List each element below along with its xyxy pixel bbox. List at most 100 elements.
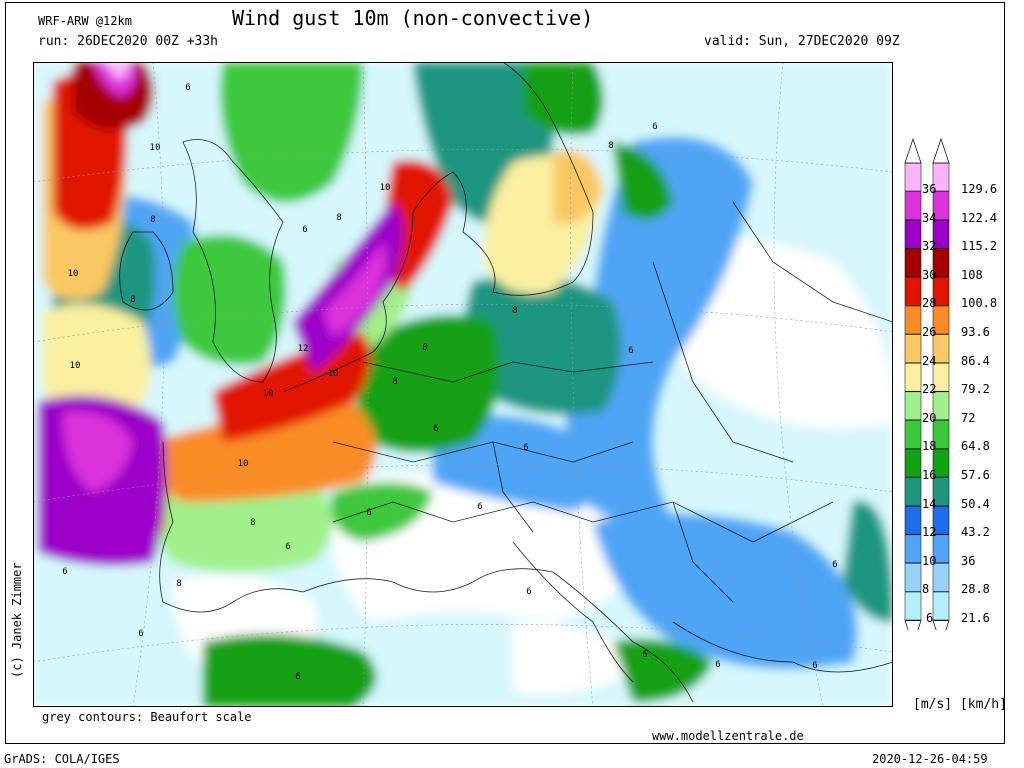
color-swatch <box>932 219 950 249</box>
scale-label-kmh: 36 <box>961 553 976 568</box>
contour-label: 6 <box>477 502 482 512</box>
contour-label: 10 <box>263 389 274 399</box>
color-swatch <box>904 391 922 421</box>
color-swatch <box>932 362 950 392</box>
timestamp-label: 2020-12-26-04:59 <box>872 752 988 766</box>
color-swatch <box>932 248 950 278</box>
contour-label: 6 <box>642 650 647 660</box>
color-swatch <box>904 305 922 335</box>
contour-label: 6 <box>526 587 531 597</box>
scale-label-ms: 20 <box>922 410 937 425</box>
contour-label: 8 <box>130 295 135 305</box>
contour-label: 6 <box>185 83 190 93</box>
color-swatch <box>932 591 950 621</box>
color-swatch <box>904 477 922 506</box>
scale-label-ms: 26 <box>922 325 937 339</box>
color-swatch <box>932 477 950 506</box>
contour-label: 6 <box>523 443 528 453</box>
color-swatch <box>904 191 922 220</box>
color-swatch <box>904 505 922 535</box>
color-swatch <box>904 420 922 449</box>
scale-label-ms: 28 <box>922 296 937 311</box>
contour-label: 6 <box>652 122 657 132</box>
color-swatch <box>904 334 922 363</box>
contour-label: 10 <box>380 183 391 193</box>
wind-gust-map: 6 10 8 10 8 10 10 6 8 12 10 8 10 10 8 6 … <box>33 62 893 707</box>
contour-label: 6 <box>295 672 300 682</box>
scale-label-kmh: 100.8 <box>961 296 998 311</box>
contour-label: 10 <box>238 459 249 469</box>
contour-label: 6 <box>832 560 837 570</box>
color-swatch <box>904 591 922 621</box>
contour-label: 12 <box>298 344 309 354</box>
color-swatch <box>904 534 922 564</box>
scale-label-ms: 16 <box>922 468 937 482</box>
color-swatch <box>932 305 950 335</box>
color-swatch <box>932 448 950 478</box>
figure-frame <box>5 2 1005 744</box>
scale-label-ms: 36 <box>922 182 937 196</box>
scale-label-kmh: 129.6 <box>961 182 998 196</box>
color-swatch <box>904 219 922 249</box>
contour-label: 6 <box>715 660 720 670</box>
contours-note: grey contours: Beaufort scale <box>42 710 252 724</box>
scale-label-kmh: 21.6 <box>961 611 990 625</box>
contour-label: 8 <box>336 213 341 223</box>
color-swatch <box>932 391 950 421</box>
color-swatch <box>932 334 950 363</box>
scale-label-kmh: 86.4 <box>961 353 990 368</box>
scale-label-ms: 12 <box>922 525 937 540</box>
units-label: [m/s] [km/h] <box>913 697 1007 712</box>
copyright-label: (c) Janek Zimmer <box>10 562 24 678</box>
scale-label-kmh: 115.2 <box>961 239 998 254</box>
color-swatch <box>904 362 922 392</box>
color-swatch <box>904 563 922 592</box>
color-swatch <box>904 162 922 192</box>
color-swatch <box>932 563 950 592</box>
contour-label: 8 <box>422 343 427 353</box>
scale-label-ms: 22 <box>922 382 937 397</box>
scale-label-kmh: 108 <box>961 267 983 282</box>
color-swatch <box>904 248 922 278</box>
map-title: Wind gust 10m (non-convective) <box>232 6 594 30</box>
scale-label-kmh: 28.8 <box>961 582 990 597</box>
contour-label: 8 <box>608 141 613 151</box>
color-swatch <box>932 191 950 220</box>
contour-label: 8 <box>150 215 155 225</box>
color-swatch <box>904 277 922 306</box>
contour-label: 6 <box>433 424 438 434</box>
scale-label-kmh: 57.6 <box>961 468 990 482</box>
contour-label: 6 <box>628 346 633 356</box>
scale-label-kmh: 122.4 <box>961 210 998 225</box>
scale-arrow-bottom <box>904 620 922 630</box>
scale-label-kmh: 50.4 <box>961 496 990 511</box>
scale-label-kmh: 79.2 <box>961 382 990 397</box>
contour-label: 10 <box>68 269 79 279</box>
contour-label: 8 <box>512 306 517 316</box>
scale-label-kmh: 43.2 <box>961 525 990 540</box>
scale-arrow-top <box>932 137 950 164</box>
contour-label: 10 <box>328 369 339 379</box>
contour-label: 8 <box>250 518 255 528</box>
valid-time-label: valid: Sun, 27DEC2020 09Z <box>704 34 900 49</box>
scale-label-ms: 10 <box>922 553 937 568</box>
contour-label: 8 <box>392 377 397 387</box>
scale-label-ms: 32 <box>922 239 937 254</box>
contour-label: 10 <box>150 143 161 153</box>
color-swatch <box>932 420 950 449</box>
contour-label: 6 <box>366 508 371 518</box>
color-swatch <box>932 277 950 306</box>
contour-label: 8 <box>176 579 181 589</box>
scale-label-kmh: 93.6 <box>961 325 990 339</box>
scale-label-ms: 34 <box>922 210 937 225</box>
contour-label: 6 <box>285 542 290 552</box>
scale-label-kmh: 64.8 <box>961 439 990 454</box>
contour-label: 10 <box>70 361 81 371</box>
color-scale-bar <box>904 137 950 630</box>
model-label: WRF-ARW @12km <box>38 14 132 28</box>
software-credit: GrADS: COLA/IGES <box>4 752 120 766</box>
color-swatch <box>932 505 950 535</box>
contour-label: 6 <box>62 567 67 577</box>
color-swatch <box>932 534 950 564</box>
scale-label-kmh: 72 <box>961 410 976 425</box>
